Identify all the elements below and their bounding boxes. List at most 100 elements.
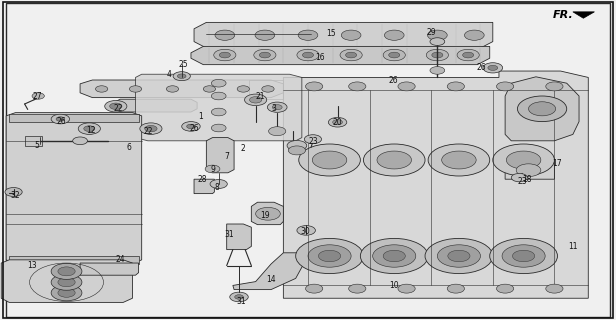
Circle shape bbox=[214, 49, 236, 61]
Polygon shape bbox=[80, 263, 139, 275]
Circle shape bbox=[506, 151, 541, 169]
Circle shape bbox=[32, 93, 44, 99]
Circle shape bbox=[56, 117, 65, 121]
Text: 28: 28 bbox=[197, 175, 207, 184]
Circle shape bbox=[177, 74, 186, 78]
Circle shape bbox=[51, 285, 82, 301]
Polygon shape bbox=[25, 136, 42, 146]
Text: 29: 29 bbox=[426, 28, 436, 36]
Circle shape bbox=[502, 245, 545, 267]
Circle shape bbox=[442, 151, 476, 169]
Polygon shape bbox=[191, 46, 490, 65]
Circle shape bbox=[304, 135, 322, 144]
Text: 8: 8 bbox=[214, 183, 219, 192]
Polygon shape bbox=[505, 154, 554, 179]
Ellipse shape bbox=[34, 149, 114, 204]
Text: 14: 14 bbox=[266, 275, 276, 284]
Circle shape bbox=[211, 92, 226, 100]
Text: 26: 26 bbox=[57, 117, 67, 126]
Circle shape bbox=[299, 144, 360, 176]
Circle shape bbox=[187, 124, 195, 129]
Circle shape bbox=[51, 114, 70, 124]
Text: 31: 31 bbox=[224, 230, 234, 239]
Polygon shape bbox=[114, 99, 197, 112]
Circle shape bbox=[230, 292, 248, 302]
Circle shape bbox=[267, 102, 287, 112]
Text: 26: 26 bbox=[388, 76, 398, 85]
Circle shape bbox=[306, 284, 323, 293]
Circle shape bbox=[235, 295, 243, 299]
Circle shape bbox=[493, 144, 554, 176]
Ellipse shape bbox=[114, 99, 126, 112]
Text: 2: 2 bbox=[241, 144, 246, 153]
Circle shape bbox=[296, 238, 363, 274]
Polygon shape bbox=[227, 224, 251, 250]
Circle shape bbox=[297, 49, 319, 61]
Circle shape bbox=[346, 52, 357, 58]
Circle shape bbox=[58, 288, 75, 297]
Text: 17: 17 bbox=[553, 159, 562, 168]
Circle shape bbox=[432, 52, 443, 58]
Circle shape bbox=[58, 278, 75, 287]
Circle shape bbox=[360, 238, 428, 274]
Circle shape bbox=[255, 30, 275, 40]
Text: 30: 30 bbox=[300, 227, 310, 236]
Circle shape bbox=[272, 105, 282, 110]
Polygon shape bbox=[1, 260, 132, 302]
Text: 26: 26 bbox=[189, 124, 199, 133]
Circle shape bbox=[211, 108, 226, 116]
Circle shape bbox=[384, 30, 404, 40]
Circle shape bbox=[457, 49, 479, 61]
Text: 31: 31 bbox=[237, 297, 246, 306]
Polygon shape bbox=[233, 253, 308, 290]
Circle shape bbox=[428, 144, 490, 176]
Polygon shape bbox=[136, 74, 302, 141]
Text: 9: 9 bbox=[210, 165, 215, 174]
Circle shape bbox=[129, 86, 142, 92]
Polygon shape bbox=[80, 80, 283, 98]
Circle shape bbox=[448, 250, 470, 262]
Text: 7: 7 bbox=[224, 152, 229, 161]
Circle shape bbox=[173, 72, 190, 81]
Circle shape bbox=[464, 30, 484, 40]
Text: 21: 21 bbox=[255, 92, 265, 100]
Text: 18: 18 bbox=[522, 175, 532, 184]
Circle shape bbox=[363, 144, 425, 176]
Circle shape bbox=[84, 126, 95, 132]
Circle shape bbox=[496, 82, 514, 91]
Text: 23: 23 bbox=[308, 137, 318, 146]
Circle shape bbox=[312, 151, 347, 169]
Ellipse shape bbox=[190, 99, 202, 112]
Circle shape bbox=[58, 267, 75, 276]
Circle shape bbox=[145, 125, 157, 132]
Bar bbox=[9, 114, 139, 122]
Text: 10: 10 bbox=[389, 281, 399, 290]
Text: 23: 23 bbox=[517, 177, 527, 186]
Circle shape bbox=[430, 67, 445, 74]
Polygon shape bbox=[206, 138, 234, 173]
Ellipse shape bbox=[46, 157, 102, 196]
Circle shape bbox=[340, 49, 362, 61]
Circle shape bbox=[298, 30, 318, 40]
Circle shape bbox=[288, 146, 306, 155]
Circle shape bbox=[262, 86, 274, 92]
Circle shape bbox=[349, 284, 366, 293]
Circle shape bbox=[140, 123, 162, 134]
Circle shape bbox=[517, 96, 567, 122]
Circle shape bbox=[389, 52, 400, 58]
Text: 11: 11 bbox=[568, 242, 578, 251]
Text: 4: 4 bbox=[167, 70, 172, 79]
Polygon shape bbox=[573, 12, 594, 18]
Circle shape bbox=[182, 122, 200, 131]
Polygon shape bbox=[6, 113, 142, 264]
Circle shape bbox=[166, 86, 179, 92]
Text: 20: 20 bbox=[333, 118, 342, 127]
Circle shape bbox=[5, 188, 22, 196]
Circle shape bbox=[373, 245, 416, 267]
Text: FR.: FR. bbox=[553, 10, 573, 20]
Text: 3: 3 bbox=[272, 104, 277, 113]
Circle shape bbox=[333, 120, 342, 125]
Circle shape bbox=[546, 82, 563, 91]
Circle shape bbox=[488, 65, 498, 70]
Circle shape bbox=[383, 49, 405, 61]
